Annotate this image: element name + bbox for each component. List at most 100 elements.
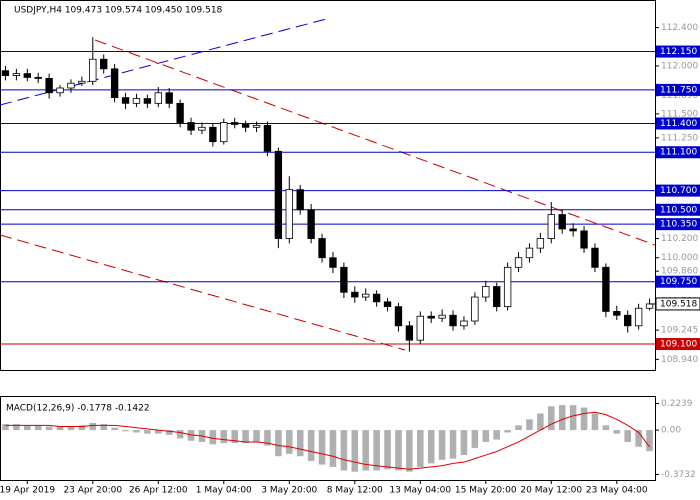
x-tick-label: 20 May 12:00	[520, 486, 582, 496]
macd-bar	[624, 430, 631, 442]
candle-body	[438, 314, 446, 319]
candle-body	[23, 73, 31, 78]
candle-body	[285, 189, 293, 239]
macd-bar	[548, 406, 555, 431]
level-label: 111.400	[660, 119, 697, 129]
x-tick-label: 3 May 20:00	[261, 486, 317, 496]
macd-bar	[340, 430, 348, 471]
level-label: 110.350	[660, 220, 697, 230]
level-label: 109.100	[660, 340, 697, 350]
candle-body	[329, 257, 337, 268]
macd-bar	[78, 425, 86, 431]
x-tick-label: 1 May 04:00	[196, 486, 252, 496]
y-tick-label: 0.2239	[661, 399, 693, 409]
candle-body	[340, 266, 348, 293]
macd-bar	[165, 430, 173, 435]
macd-bar	[329, 430, 337, 467]
macd-bar	[591, 413, 599, 431]
candle-body	[100, 58, 108, 70]
macd-bar	[395, 430, 402, 471]
candle-body	[613, 311, 621, 316]
candle-body	[460, 320, 468, 327]
x-tick-label: 15 May 20:00	[455, 486, 517, 496]
macd-bar	[537, 413, 544, 431]
level-label: 112.150	[660, 47, 697, 57]
candle-body	[634, 307, 643, 327]
macd-bar	[569, 405, 577, 431]
trend-line	[0, 17, 331, 106]
y-tick-label: 112.400	[661, 23, 698, 33]
macd-bar	[67, 426, 75, 431]
candle-body	[209, 126, 217, 143]
macd-bar	[307, 430, 315, 461]
level-label: 111.750	[660, 85, 697, 95]
level-label: 109.750	[660, 277, 697, 287]
macd-bar	[296, 430, 304, 457]
candle-body	[252, 124, 261, 128]
candle-body	[143, 98, 152, 104]
candle-body	[624, 314, 632, 327]
candle-body	[110, 68, 119, 98]
macd-bar	[122, 430, 129, 432]
candle-body	[580, 230, 588, 249]
macd-bar	[482, 430, 490, 442]
macd-bar	[24, 425, 31, 431]
macd-bar	[176, 430, 184, 439]
candle-body	[121, 97, 130, 104]
x-tick-label: 23 May 04:00	[586, 486, 648, 496]
macd-bar	[89, 422, 97, 431]
macd-bar	[13, 424, 20, 431]
macd-bar	[504, 430, 511, 433]
trend-line	[0, 234, 406, 351]
candle-body	[307, 209, 315, 239]
candle-body	[351, 291, 359, 298]
macd-bar	[417, 430, 424, 467]
macd-bar	[264, 430, 271, 446]
macd-bar	[471, 430, 479, 448]
level-label-box	[656, 275, 700, 288]
candle-body	[56, 87, 64, 94]
macd-bar	[493, 430, 500, 440]
candle-body	[602, 266, 610, 312]
macd-bar	[242, 430, 249, 444]
candle-body	[427, 315, 435, 319]
y-tick-label: 108.940	[661, 355, 698, 365]
level-label-box	[656, 45, 700, 58]
macd-bar	[220, 430, 228, 444]
macd-bar	[133, 430, 140, 433]
macd-bar	[602, 425, 610, 431]
candle-body	[318, 238, 326, 259]
level-label-box	[656, 83, 700, 96]
candle-body	[1, 70, 10, 76]
macd-bar	[187, 430, 195, 441]
level-label: 111.100	[660, 148, 697, 158]
y-tick-label: 111.250	[661, 133, 698, 143]
level-label-box	[656, 146, 700, 159]
candle-body	[471, 296, 479, 322]
macd-bar	[427, 430, 435, 464]
macd-bar	[515, 425, 522, 431]
macd-bar	[406, 430, 413, 472]
y-tick-label: 111.690	[661, 91, 698, 101]
macd-bar	[100, 424, 107, 431]
candle-body	[45, 78, 53, 94]
candle-body	[449, 314, 457, 327]
macd-bar	[286, 430, 293, 454]
macd-bar	[362, 430, 369, 471]
candle-body	[12, 73, 21, 76]
level-label-box	[656, 117, 700, 130]
candle-body	[482, 286, 490, 298]
y-tick-label: 109.860	[661, 267, 698, 277]
candle-body	[362, 293, 370, 298]
macd-bar	[580, 407, 588, 431]
y-tick-label: 109.245	[661, 326, 698, 336]
candle-body	[34, 77, 42, 79]
candle-body	[645, 303, 654, 309]
candle-body	[241, 124, 250, 128]
x-tick-label: 13 May 04:00	[389, 486, 451, 496]
level-label-box	[656, 218, 700, 231]
macd-title: MACD(12,26,9) -0.1778 -0.1422	[6, 404, 150, 414]
candle-body	[296, 189, 304, 211]
candle-body	[372, 293, 381, 303]
